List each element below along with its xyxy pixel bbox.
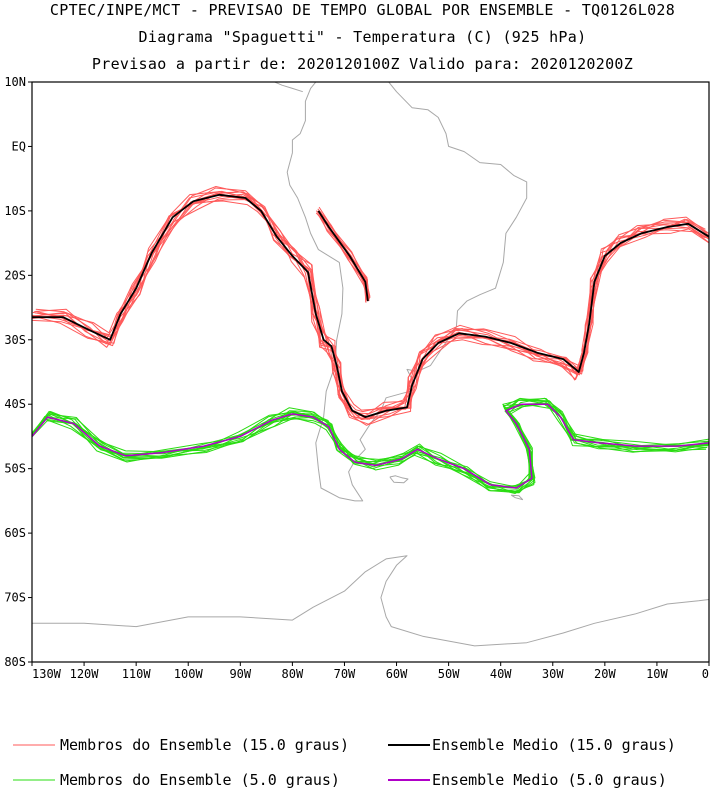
legend: Membros do Ensemble (15.0 graus) Ensembl… <box>13 736 676 789</box>
legend-label-members-5: Membros do Ensemble (5.0 graus) <box>60 771 340 789</box>
plot-frame <box>31 81 710 663</box>
lat-label: 10N <box>4 75 26 89</box>
lat-label: EQ <box>12 139 26 153</box>
ensemble-member-5-contour <box>34 397 707 489</box>
legend-label-mean-15: Ensemble Medio (15.0 graus) <box>432 736 676 754</box>
lat-label: 10S <box>4 204 26 218</box>
lon-label: 90W <box>229 667 251 681</box>
coastline-layer <box>32 82 709 647</box>
lon-label: 10W <box>646 667 668 681</box>
ensemble-member-15-contour <box>35 191 709 420</box>
axis-layer: 10N EQ 10S 20S 30S 40S 50S 60S 70S 80S 130W 120W 110… <box>4 75 710 681</box>
lon-label: 0 <box>702 667 709 681</box>
lat-label: 80S <box>4 655 26 669</box>
ensemble-mean-15-inner-contour <box>317 210 369 302</box>
lat-label: 50S <box>4 462 26 476</box>
lat-label: 70S <box>4 591 26 605</box>
antarctica-coastline <box>32 555 709 647</box>
ensemble-member-15-contour <box>32 192 708 425</box>
lon-label: 130W <box>32 667 62 681</box>
ensemble-member-15-contour <box>32 200 706 420</box>
lon-label: 20W <box>594 667 616 681</box>
lon-label: 30W <box>542 667 564 681</box>
lat-label: 30S <box>4 333 26 347</box>
ensemble-mean-15-contour <box>32 193 709 418</box>
ensemble-member-5-contour <box>32 398 709 492</box>
lat-label: 20S <box>4 268 26 282</box>
lon-label: 50W <box>438 667 460 681</box>
lon-label: 100W <box>174 667 204 681</box>
ensemble-mean-layer <box>32 193 709 489</box>
south-america-coastline <box>286 82 528 502</box>
ensemble-member-15-contour <box>32 190 706 415</box>
lon-label: 110W <box>122 667 152 681</box>
central-america-coastline <box>273 82 303 93</box>
ensemble-member-5-contour <box>32 399 707 488</box>
title-line-1: CPTEC/INPE/MCT - PREVISAO DE TEMPO GLOBA… <box>49 1 676 19</box>
title-line-3: Previsao a partir de: 2020120100Z Valido… <box>91 55 634 73</box>
south-georgia-coastline <box>510 494 524 501</box>
lon-label: 40W <box>490 667 512 681</box>
ensemble-member-15-inner-contour <box>319 214 369 302</box>
lon-label: 70W <box>334 667 356 681</box>
title-line-2: Diagrama "Spaguetti" - Temperatura (C) (… <box>138 28 587 46</box>
ensemble-member-15-contour <box>35 187 709 419</box>
ensemble-member-15-contour <box>34 186 709 418</box>
ensemble-mean-5-contour <box>32 403 709 489</box>
falklands-coastline <box>389 475 409 484</box>
ensemble-member-15-contour <box>34 195 709 420</box>
lon-label: 60W <box>386 667 408 681</box>
ensemble-members-15-layer <box>32 186 709 426</box>
legend-label-mean-5: Ensemble Medio (5.0 graus) <box>432 771 667 789</box>
ensemble-member-15-inner-contour <box>315 212 367 303</box>
legend-label-members-15: Membros do Ensemble (15.0 graus) <box>60 736 349 754</box>
lat-label: 60S <box>4 526 26 540</box>
lat-label: 40S <box>4 397 26 411</box>
lon-label: 80W <box>282 667 304 681</box>
ensemble-member-15-contour <box>34 194 709 426</box>
ensemble-member-15-contour <box>32 191 709 411</box>
lon-label: 120W <box>70 667 100 681</box>
